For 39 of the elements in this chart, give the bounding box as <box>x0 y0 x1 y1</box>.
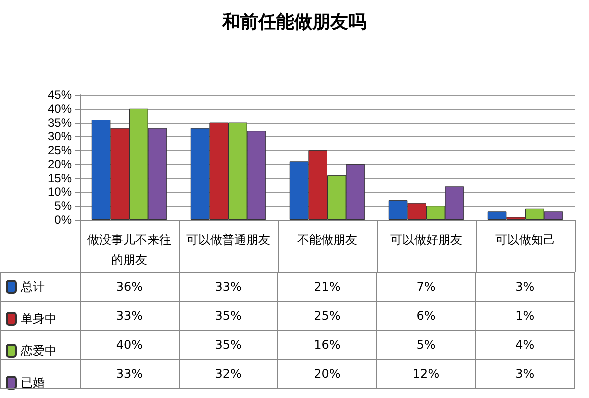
x-tick-label: 可以做好朋友 <box>390 233 462 247</box>
data-label: 40% <box>80 330 180 360</box>
legend-label: 单身中 <box>21 312 57 326</box>
data-label: 7% <box>376 272 476 302</box>
data-label: 4% <box>476 330 574 360</box>
data-label: 20% <box>278 360 377 388</box>
y-tick-label: 10% <box>48 185 72 200</box>
legend-label: 恋爱中 <box>20 344 57 358</box>
y-tick-label: 15% <box>48 171 72 186</box>
data-label: 33% <box>179 272 278 302</box>
data-label: 36% <box>80 272 180 302</box>
data-label: 32% <box>179 360 278 388</box>
data-label: 5% <box>376 330 476 360</box>
legend-label: 总计 <box>20 280 45 294</box>
y-tick-label: 40% <box>48 102 72 116</box>
x-tick-label: 可以做知己 <box>496 233 556 247</box>
data-label: 1% <box>476 302 574 330</box>
x-tick-label: 可以做普通朋友 <box>186 233 270 247</box>
data-label: 3% <box>476 360 574 388</box>
data-label: 35% <box>179 302 278 330</box>
data-label: 16% <box>278 330 377 360</box>
data-label: 6% <box>376 302 476 330</box>
data-label: 21% <box>278 272 377 302</box>
y-tick-label: 20% <box>48 157 72 172</box>
data-label: 3% <box>476 272 574 302</box>
data-label: 12% <box>376 360 476 388</box>
data-label: 35% <box>179 330 278 360</box>
y-tick-label: 30% <box>48 130 72 144</box>
y-tick-label: 45% <box>48 88 72 102</box>
data-label: 33% <box>80 302 180 330</box>
data-label: 33% <box>80 360 180 388</box>
y-tick-label: 35% <box>48 116 72 130</box>
y-tick-label: 25% <box>48 144 72 158</box>
chart-title: 和前任能做朋友吗 <box>222 12 366 32</box>
y-tick-label: 0% <box>54 213 72 227</box>
data-label: 25% <box>278 302 377 330</box>
x-tick-label: 做没事儿不来往的朋友 <box>88 233 172 267</box>
y-tick-label: 5% <box>54 199 72 214</box>
x-tick-label: 不能做朋友 <box>298 233 358 247</box>
